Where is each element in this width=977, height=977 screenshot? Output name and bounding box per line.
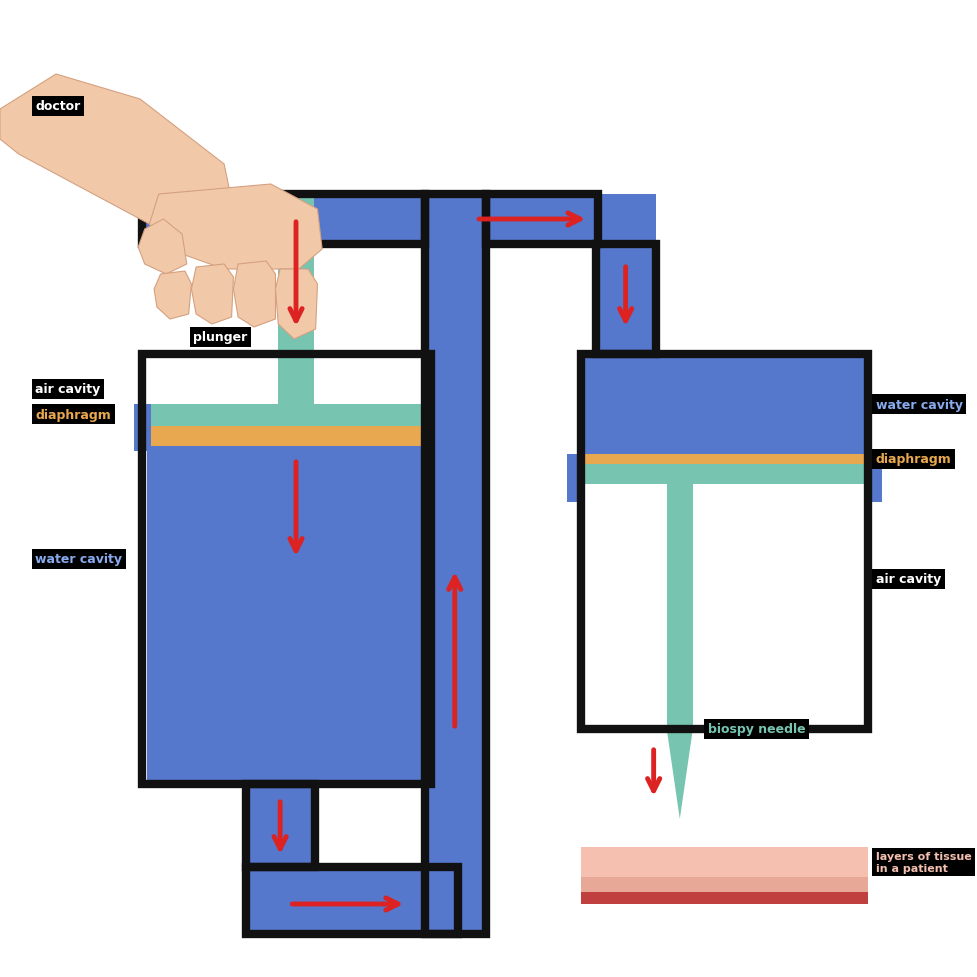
Bar	[580, 355, 868, 729]
Text: doctor: doctor	[35, 101, 81, 113]
Bar	[580, 892, 868, 904]
Bar	[245, 785, 315, 868]
Polygon shape	[0, 75, 234, 239]
Bar	[595, 245, 656, 355]
Bar	[595, 245, 656, 355]
Bar	[147, 427, 426, 446]
Polygon shape	[666, 729, 692, 819]
Bar	[580, 847, 868, 877]
Bar	[580, 355, 868, 729]
Bar	[585, 355, 863, 454]
Text: diaphragm: diaphragm	[875, 453, 951, 466]
Polygon shape	[234, 262, 276, 327]
Bar	[567, 454, 881, 483]
Bar	[485, 194, 597, 245]
Polygon shape	[138, 220, 187, 275]
Polygon shape	[149, 185, 321, 270]
Text: biospy needle: biospy needle	[707, 723, 805, 736]
Bar	[134, 404, 151, 451]
Polygon shape	[154, 272, 191, 319]
Bar	[142, 355, 431, 785]
Bar	[424, 194, 485, 934]
Bar	[142, 194, 424, 245]
Bar	[147, 446, 426, 785]
Bar	[245, 868, 457, 934]
Bar	[863, 454, 881, 502]
Bar	[666, 485, 692, 729]
Bar	[142, 355, 431, 785]
Bar	[567, 454, 585, 502]
Bar	[245, 785, 315, 868]
Bar	[424, 194, 485, 934]
Bar	[142, 194, 424, 245]
Text: plunger: plunger	[193, 331, 247, 344]
Text: water cavity: water cavity	[875, 398, 962, 411]
Bar	[485, 194, 597, 245]
Text: diaphragm: diaphragm	[35, 408, 111, 421]
Polygon shape	[276, 270, 318, 340]
Text: air cavity: air cavity	[875, 573, 940, 586]
Bar	[580, 877, 868, 892]
Bar	[595, 194, 656, 245]
Bar	[245, 868, 457, 934]
Polygon shape	[191, 265, 234, 324]
Bar	[585, 464, 863, 485]
Text: water cavity: water cavity	[35, 553, 122, 566]
Bar	[147, 404, 426, 427]
Bar	[278, 194, 314, 427]
Text: layers of tissue
in a patient: layers of tissue in a patient	[875, 851, 971, 872]
Bar	[422, 404, 439, 451]
Text: air cavity: air cavity	[35, 383, 101, 396]
